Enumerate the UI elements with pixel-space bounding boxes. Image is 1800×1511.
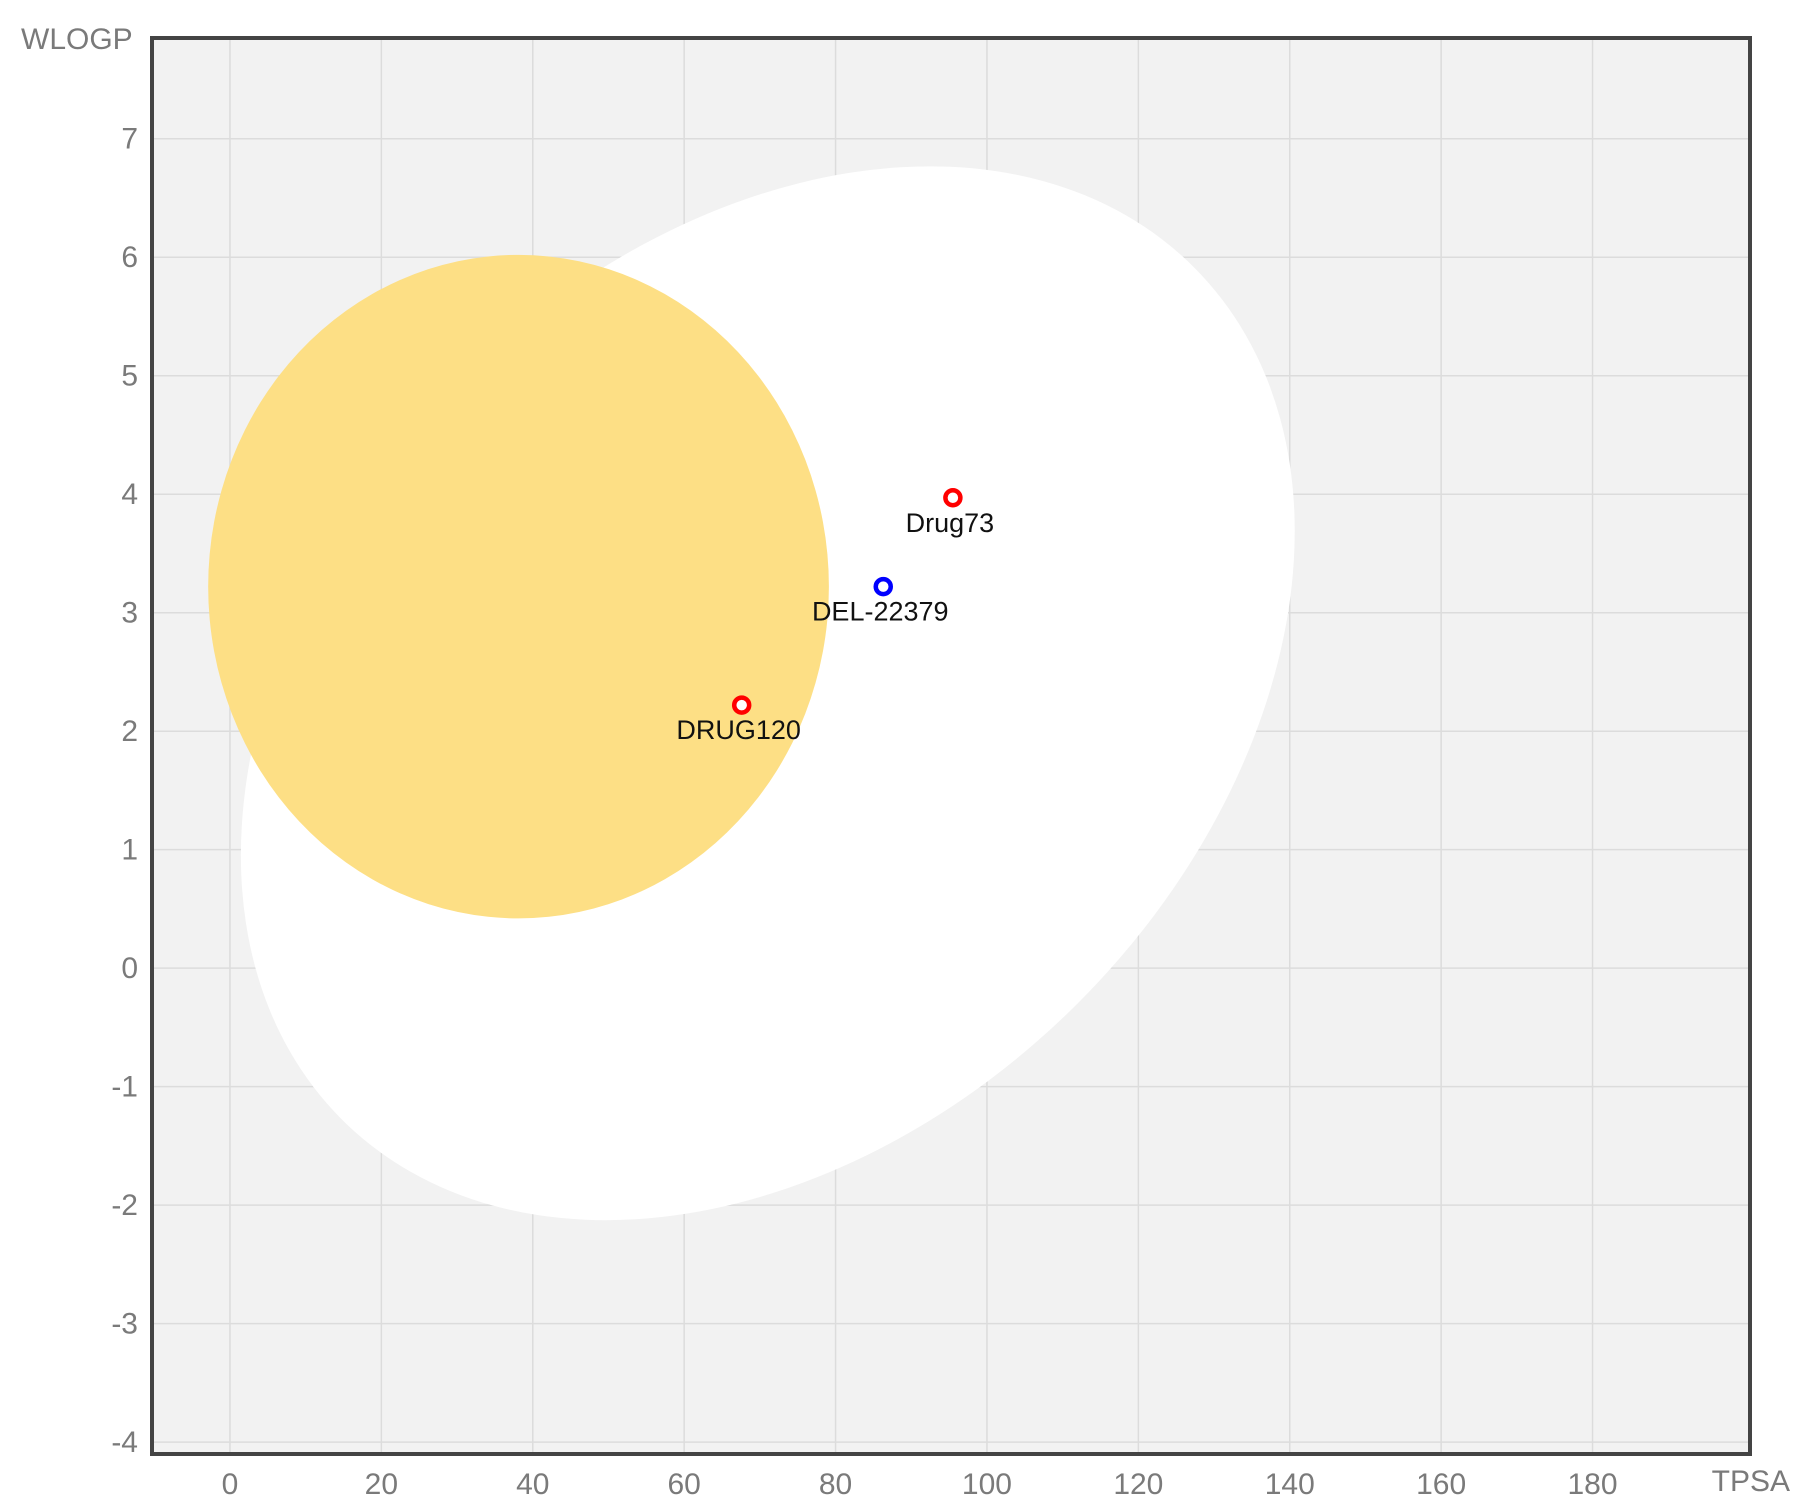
x-tick-label: 120 [1113,1468,1163,1501]
yolk-region-ellipse [208,254,829,919]
x-tick-label: 80 [819,1468,852,1501]
y-tick-label: 1 [121,834,138,867]
x-tick-label: 20 [365,1468,398,1501]
y-tick-label: 2 [121,715,138,748]
x-tick-label: 180 [1568,1468,1618,1501]
point-label: Drug73 [906,508,995,538]
data-point[interactable] [873,576,893,597]
x-tick-label: 40 [516,1468,549,1501]
x-tick-label: 0 [222,1468,239,1501]
y-tick-label: 5 [121,360,138,393]
y-tick-label: 7 [121,123,138,156]
y-tick-label: -1 [111,1071,138,1104]
data-point[interactable] [943,488,963,508]
regions [208,166,1295,1221]
y-tick-label: -4 [111,1426,138,1459]
data-points: Drug73 DEL-22379 DRUG120 [676,488,995,745]
y-tick-label: 3 [121,597,138,630]
y-tick-label: 6 [121,241,138,274]
x-tick-label: 60 [667,1468,700,1501]
x-axis-title: TPSA [1712,1465,1790,1498]
point-label: DEL-22379 [812,597,949,627]
plot-frame [150,36,1752,1456]
point-label: DRUG120 [676,715,801,745]
axis-ticks: 0 20 40 60 80 100 120 140 160 180 -4 -3 -2 -1 0 1 2 3 4 5 6 7 [111,123,1617,1501]
y-tick-label: -2 [111,1189,138,1222]
y-tick-label: 4 [121,478,138,511]
y-tick-label: 0 [121,952,138,985]
x-tick-label: 160 [1416,1468,1466,1501]
x-tick-label: 100 [962,1468,1012,1501]
y-axis-title: WLOGP [21,23,133,56]
x-tick-label: 140 [1265,1468,1315,1501]
y-tick-label: -3 [111,1308,138,1341]
data-point[interactable] [731,695,752,715]
